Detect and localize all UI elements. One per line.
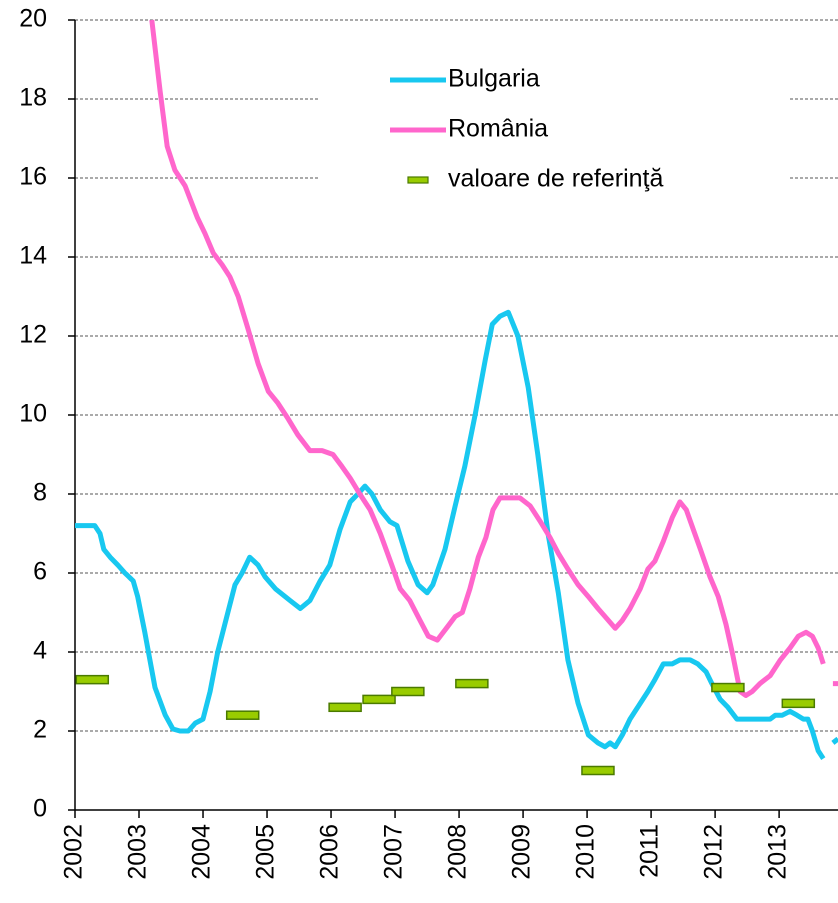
y-tick-label: 16	[19, 163, 47, 191]
x-tick-label: 2013	[764, 824, 792, 880]
x-tick-label: 2009	[508, 824, 536, 880]
x-tick-label: 2007	[380, 824, 408, 880]
y-tick-label: 12	[19, 321, 47, 349]
legend-label: valoare de referinţă	[448, 165, 664, 193]
x-tick-label: 2011	[636, 824, 664, 878]
y-tick-label: 0	[33, 795, 47, 823]
legend-swatch	[407, 176, 429, 184]
y-tick-label: 8	[33, 479, 47, 507]
reference-marker	[391, 686, 425, 697]
x-tick-label: 2005	[252, 824, 280, 880]
reference-marker	[581, 765, 615, 776]
legend-label: Bulgaria	[448, 65, 540, 93]
y-tick-label: 4	[33, 637, 47, 665]
x-tick-label: 2004	[188, 824, 216, 880]
y-tick-label: 14	[19, 242, 47, 270]
y-tick-label: 20	[19, 5, 47, 33]
x-tick-label: 2002	[60, 824, 88, 880]
series-line	[149, 19, 838, 698]
y-tick-label: 2	[33, 716, 47, 744]
legend-box	[320, 58, 790, 218]
reference-marker	[455, 678, 489, 689]
x-tick-label: 2006	[316, 824, 344, 880]
reference-marker	[362, 694, 396, 705]
reference-marker	[328, 702, 362, 713]
legend-label: România	[448, 115, 548, 143]
reference-marker	[781, 698, 816, 709]
x-tick-label: 2008	[444, 824, 472, 880]
x-tick-label: 2012	[700, 824, 728, 880]
y-tick-label: 10	[19, 400, 47, 428]
y-tick-label: 18	[19, 84, 47, 112]
y-tick-label: 6	[33, 558, 47, 586]
reference-marker	[75, 674, 110, 685]
x-tick-label: 2010	[572, 824, 600, 880]
reference-marker	[225, 710, 260, 720]
reference-marker	[711, 682, 745, 693]
x-tick-label: 2003	[124, 824, 152, 880]
